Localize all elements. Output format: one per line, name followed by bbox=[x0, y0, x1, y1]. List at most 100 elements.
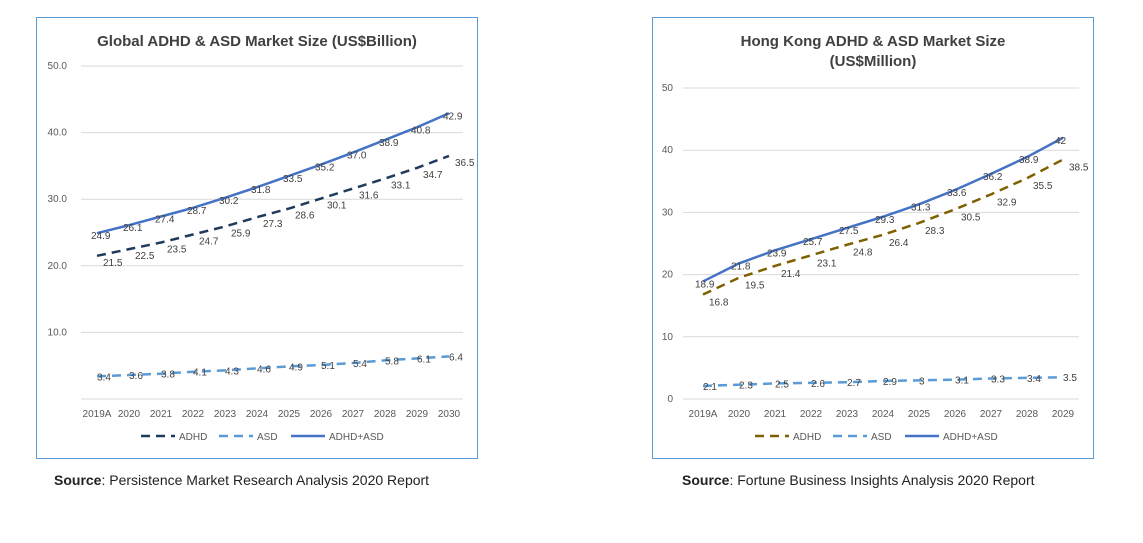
x-tick-label: 2022 bbox=[800, 409, 823, 420]
data-label: 34.7 bbox=[423, 170, 443, 181]
series-line-adhd-asd bbox=[702, 136, 1064, 283]
global-market-chart: Global ADHD & ASD Market Size (US$Billio… bbox=[36, 17, 478, 459]
data-label: 33.5 bbox=[283, 174, 303, 185]
data-label: 30.5 bbox=[961, 212, 981, 223]
x-tick-label: 2028 bbox=[374, 409, 397, 420]
data-label: 27.4 bbox=[155, 215, 175, 226]
data-label: 3.4 bbox=[97, 372, 111, 383]
hong-kong-market-chart-svg: Hong Kong ADHD & ASD Market Size (US$Mill… bbox=[662, 33, 1089, 443]
x-tick-label: 2020 bbox=[118, 409, 141, 420]
data-label: 35.2 bbox=[315, 163, 335, 174]
data-label: 31.3 bbox=[911, 202, 931, 213]
data-label: 2.3 bbox=[739, 381, 753, 392]
data-label: 28.6 bbox=[295, 211, 315, 222]
x-tick-label: 2025 bbox=[278, 409, 301, 420]
x-tick-label: 2019A bbox=[83, 409, 112, 420]
data-label: 30.2 bbox=[219, 196, 239, 207]
data-label: 38.9 bbox=[379, 138, 399, 149]
data-label: 38.9 bbox=[1019, 155, 1039, 166]
data-label: 26.4 bbox=[889, 238, 909, 249]
data-label: 5.4 bbox=[353, 359, 367, 370]
x-tick-label: 2025 bbox=[908, 409, 931, 420]
source-prefix: Source bbox=[54, 472, 102, 488]
data-label: 23.9 bbox=[767, 248, 787, 259]
data-label: 28.3 bbox=[925, 226, 945, 237]
series-line-asd bbox=[96, 355, 450, 378]
data-label: 36.5 bbox=[455, 158, 475, 169]
data-label: 4.3 bbox=[225, 366, 239, 377]
global-chart-source: Source: Persistence Market Research Anal… bbox=[54, 472, 429, 488]
y-tick-label: 20 bbox=[662, 270, 674, 281]
data-label: 6.4 bbox=[449, 352, 463, 363]
data-label: 29.3 bbox=[875, 215, 895, 226]
y-tick-label: 10 bbox=[662, 332, 674, 343]
data-label: 28.7 bbox=[187, 206, 207, 217]
hong-kong-chart-source: Source: Fortune Business Insights Analys… bbox=[682, 472, 1035, 488]
data-label: 26.1 bbox=[123, 223, 143, 234]
data-label: 25.7 bbox=[803, 237, 823, 248]
data-label: 3.5 bbox=[1063, 373, 1077, 384]
data-label: 31.8 bbox=[251, 185, 271, 196]
data-label: 3.8 bbox=[161, 370, 175, 381]
data-label: 42.9 bbox=[443, 111, 463, 122]
x-tick-label: 2023 bbox=[836, 409, 859, 420]
legend-item: ADHD+ASD bbox=[905, 432, 998, 443]
x-tick-label: 2027 bbox=[342, 409, 365, 420]
data-label: 37.0 bbox=[347, 151, 367, 162]
data-label: 4.6 bbox=[257, 364, 271, 375]
data-label: 16.8 bbox=[709, 298, 729, 309]
legend-item: ASD bbox=[219, 432, 278, 443]
data-label: 35.5 bbox=[1033, 181, 1053, 192]
x-tick-label: 2029 bbox=[1052, 409, 1075, 420]
y-tick-label: 30 bbox=[662, 207, 674, 218]
data-label: 6.1 bbox=[417, 354, 431, 365]
chart-title: (US$Million) bbox=[830, 53, 917, 70]
data-label: 23.1 bbox=[817, 258, 837, 269]
x-tick-label: 2027 bbox=[980, 409, 1003, 420]
series-line-adhd bbox=[702, 158, 1064, 296]
data-label: 4.9 bbox=[289, 362, 303, 373]
x-tick-label: 2021 bbox=[764, 409, 787, 420]
series-line-adhd-asd bbox=[96, 112, 450, 235]
source-text: : Fortune Business Insights Analysis 202… bbox=[729, 472, 1035, 488]
legend-label: ADHD+ASD bbox=[329, 432, 384, 443]
data-label: 24.8 bbox=[853, 248, 873, 259]
legend-item: ADHD+ASD bbox=[291, 432, 384, 443]
hong-kong-market-chart: Hong Kong ADHD & ASD Market Size (US$Mill… bbox=[652, 17, 1094, 459]
y-tick-label: 30.0 bbox=[48, 194, 68, 205]
data-label: 2.1 bbox=[703, 382, 717, 393]
x-tick-label: 2022 bbox=[182, 409, 205, 420]
global-market-chart-svg: Global ADHD & ASD Market Size (US$Billio… bbox=[48, 33, 475, 443]
series-line-adhd bbox=[96, 154, 450, 258]
y-tick-label: 20.0 bbox=[48, 261, 68, 272]
x-tick-label: 2030 bbox=[438, 409, 461, 420]
legend-item: ASD bbox=[833, 432, 892, 443]
data-label: 18.9 bbox=[695, 279, 715, 290]
legend-label: ASD bbox=[871, 432, 892, 443]
data-label: 21.4 bbox=[781, 269, 801, 280]
data-label: 31.6 bbox=[359, 191, 379, 202]
x-tick-label: 2023 bbox=[214, 409, 237, 420]
data-label: 3 bbox=[919, 376, 925, 387]
legend-label: ADHD bbox=[179, 432, 207, 443]
data-label: 27.5 bbox=[839, 226, 859, 237]
legend-item: ADHD bbox=[755, 432, 821, 443]
data-label: 21.8 bbox=[731, 261, 751, 272]
x-tick-label: 2019A bbox=[689, 409, 718, 420]
x-tick-label: 2021 bbox=[150, 409, 173, 420]
legend-item: ADHD bbox=[141, 432, 207, 443]
y-tick-label: 40 bbox=[662, 145, 674, 156]
x-tick-label: 2029 bbox=[406, 409, 429, 420]
source-text: : Persistence Market Research Analysis 2… bbox=[101, 472, 430, 488]
source-prefix: Source bbox=[682, 472, 730, 488]
data-label: 3.3 bbox=[991, 374, 1005, 385]
y-tick-label: 50.0 bbox=[48, 61, 68, 72]
data-label: 3.1 bbox=[955, 376, 969, 387]
x-tick-label: 2026 bbox=[944, 409, 967, 420]
data-label: 42 bbox=[1055, 136, 1067, 147]
y-tick-label: 40.0 bbox=[48, 128, 68, 139]
data-label: 2.9 bbox=[883, 377, 897, 388]
x-tick-label: 2024 bbox=[246, 409, 269, 420]
data-label: 32.9 bbox=[997, 197, 1017, 208]
y-tick-label: 50 bbox=[662, 83, 674, 94]
